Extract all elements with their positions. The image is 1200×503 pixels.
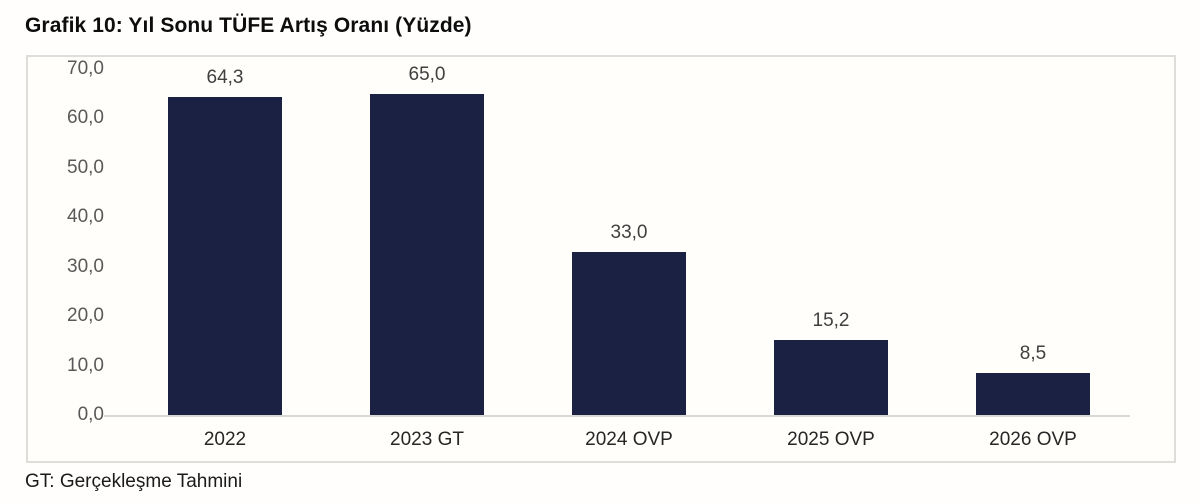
y-tick-label: 10,0 bbox=[67, 354, 104, 376]
bar-value-label: 15,2 bbox=[812, 309, 850, 331]
plot-area: 64,3 2022 65,0 2023 GT 33,0 2024 OVP 15,2 2025 … bbox=[104, 64, 1134, 450]
chart-title: Grafik 10: Yıl Sonu TÜFE Artış Oranı (Yü… bbox=[25, 14, 472, 37]
y-tick-label: 60,0 bbox=[67, 107, 104, 129]
bar-2025-ovp bbox=[773, 339, 889, 415]
chart-footnote: GT: Gerçekleşme Tahmini bbox=[25, 471, 243, 492]
bar-2022 bbox=[167, 97, 283, 415]
y-tick-label: 50,0 bbox=[67, 156, 104, 178]
y-tick-label: 70,0 bbox=[67, 58, 104, 79]
x-axis-label: 2022 bbox=[203, 429, 247, 450]
bar-2023-gt bbox=[369, 93, 485, 415]
bar-2026-ovp bbox=[975, 373, 1091, 415]
bar-value-label: 33,0 bbox=[610, 221, 648, 243]
y-tick-label: 30,0 bbox=[67, 255, 104, 277]
bar-value-label: 65,0 bbox=[408, 63, 446, 85]
y-axis: 0,0 10,0 20,0 30,0 40,0 50,0 60,0 70,0 bbox=[28, 57, 118, 461]
bar-value-label: 8,5 bbox=[1019, 343, 1047, 364]
y-tick-label: 40,0 bbox=[67, 206, 104, 228]
x-axis-label: 2024 OVP bbox=[585, 429, 673, 450]
x-axis-label: 2023 GT bbox=[390, 429, 464, 450]
y-tick-label: 0,0 bbox=[77, 404, 104, 425]
chart-frame: 0,0 10,0 20,0 30,0 40,0 50,0 60,0 70,0 64,3 2022… bbox=[26, 55, 1176, 463]
x-axis-label: 2026 OVP bbox=[989, 429, 1077, 450]
bar-value-label: 64,3 bbox=[206, 67, 244, 89]
bar-2024-ovp bbox=[571, 251, 687, 415]
y-tick-label: 20,0 bbox=[67, 305, 104, 327]
x-axis-label: 2025 OVP bbox=[787, 429, 875, 450]
x-axis-line bbox=[104, 415, 1130, 417]
